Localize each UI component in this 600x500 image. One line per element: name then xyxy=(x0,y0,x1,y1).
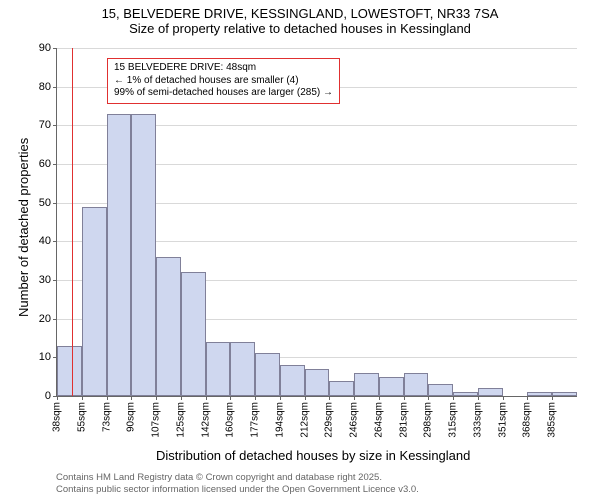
histogram-bar xyxy=(156,257,181,396)
x-tick-mark xyxy=(255,396,256,400)
x-axis-label: Distribution of detached houses by size … xyxy=(156,448,470,463)
x-tick-label: 38sqm xyxy=(52,402,63,432)
x-tick-label: 125sqm xyxy=(175,402,186,438)
x-tick-mark xyxy=(428,396,429,400)
histogram-bar xyxy=(527,392,552,396)
x-tick-mark xyxy=(206,396,207,400)
histogram-bar xyxy=(255,353,280,396)
x-tick-label: 333sqm xyxy=(472,402,483,438)
x-tick-label: 212sqm xyxy=(299,402,310,438)
histogram-bar xyxy=(404,373,429,396)
x-tick-label: 73sqm xyxy=(101,402,112,432)
x-tick-mark xyxy=(280,396,281,400)
y-tick-label: 90 xyxy=(39,42,51,54)
x-tick-mark xyxy=(453,396,454,400)
histogram-bar xyxy=(354,373,379,396)
footer-attribution: Contains HM Land Registry data © Crown c… xyxy=(56,472,419,496)
x-tick-mark xyxy=(552,396,553,400)
x-tick-label: 368sqm xyxy=(522,402,533,438)
annotation-line3: 99% of semi-detached houses are larger (… xyxy=(114,87,333,100)
y-tick-label: 30 xyxy=(39,274,51,286)
y-tick-label: 50 xyxy=(39,197,51,209)
gridline xyxy=(57,48,577,49)
histogram-bar xyxy=(552,392,577,396)
annotation-line1: 15 BELVEDERE DRIVE: 48sqm xyxy=(114,62,333,75)
footer-line2: Contains public sector information licen… xyxy=(56,484,419,496)
histogram-bar xyxy=(478,388,503,396)
x-tick-label: 385sqm xyxy=(547,402,558,438)
x-tick-mark xyxy=(379,396,380,400)
y-tick-label: 80 xyxy=(39,81,51,93)
x-tick-mark xyxy=(131,396,132,400)
y-tick-label: 20 xyxy=(39,313,51,325)
y-axis-label: Number of detached properties xyxy=(16,138,31,317)
y-tick-label: 40 xyxy=(39,235,51,247)
annotation-line2: ← 1% of detached houses are smaller (4) xyxy=(114,75,333,88)
x-tick-label: 264sqm xyxy=(373,402,384,438)
x-tick-label: 246sqm xyxy=(349,402,360,438)
histogram-bar xyxy=(107,114,132,396)
chart-title-line1: 15, BELVEDERE DRIVE, KESSINGLAND, LOWEST… xyxy=(0,0,600,21)
x-tick-label: 160sqm xyxy=(225,402,236,438)
footer-line1: Contains HM Land Registry data © Crown c… xyxy=(56,472,419,484)
annotation-callout: 15 BELVEDERE DRIVE: 48sqm← 1% of detache… xyxy=(107,58,340,104)
histogram-bar xyxy=(329,381,354,396)
plot-area: 010203040506070809038sqm55sqm73sqm90sqm1… xyxy=(56,48,577,397)
histogram-bar xyxy=(305,369,330,396)
x-tick-mark xyxy=(354,396,355,400)
x-tick-mark xyxy=(527,396,528,400)
x-tick-mark xyxy=(57,396,58,400)
y-tick-label: 70 xyxy=(39,119,51,131)
histogram-bar xyxy=(131,114,156,396)
x-tick-label: 177sqm xyxy=(250,402,261,438)
chart-title-line2: Size of property relative to detached ho… xyxy=(0,21,600,40)
x-tick-label: 315sqm xyxy=(448,402,459,438)
x-tick-mark xyxy=(181,396,182,400)
y-tick-label: 10 xyxy=(39,351,51,363)
histogram-bar xyxy=(379,377,404,396)
histogram-bar xyxy=(453,392,478,396)
histogram-bar xyxy=(230,342,255,396)
x-tick-mark xyxy=(305,396,306,400)
x-tick-label: 90sqm xyxy=(126,402,137,432)
histogram-bar xyxy=(82,207,107,396)
x-tick-mark xyxy=(107,396,108,400)
y-tick-label: 0 xyxy=(45,390,51,402)
x-tick-mark xyxy=(503,396,504,400)
x-tick-mark xyxy=(478,396,479,400)
x-tick-mark xyxy=(82,396,83,400)
x-tick-mark xyxy=(404,396,405,400)
x-tick-label: 55sqm xyxy=(76,402,87,432)
x-tick-label: 281sqm xyxy=(398,402,409,438)
histogram-bar xyxy=(280,365,305,396)
x-tick-mark xyxy=(329,396,330,400)
histogram-bar xyxy=(181,272,206,396)
x-tick-label: 351sqm xyxy=(497,402,508,438)
histogram-bar xyxy=(206,342,231,396)
x-tick-label: 229sqm xyxy=(324,402,335,438)
y-tick-label: 60 xyxy=(39,158,51,170)
x-tick-mark xyxy=(230,396,231,400)
histogram-bar xyxy=(57,346,82,396)
reference-marker-line xyxy=(72,48,73,396)
x-tick-label: 142sqm xyxy=(200,402,211,438)
x-tick-mark xyxy=(156,396,157,400)
x-tick-label: 194sqm xyxy=(274,402,285,438)
x-tick-label: 107sqm xyxy=(151,402,162,438)
histogram-bar xyxy=(428,384,453,396)
chart-container: 15, BELVEDERE DRIVE, KESSINGLAND, LOWEST… xyxy=(0,0,600,500)
x-tick-label: 298sqm xyxy=(423,402,434,438)
